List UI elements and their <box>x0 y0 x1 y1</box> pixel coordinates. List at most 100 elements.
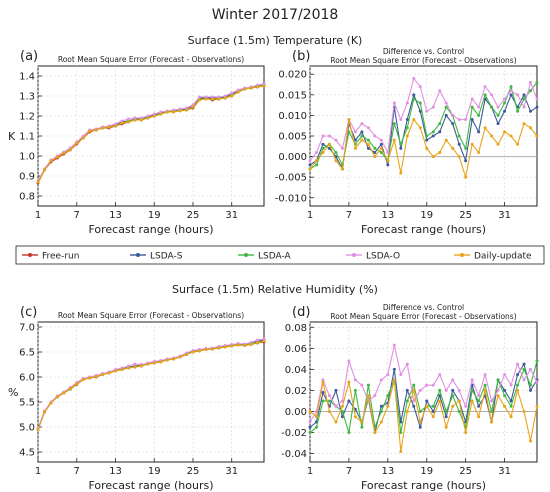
data-point-lsda-o <box>126 117 130 121</box>
data-point-daily-update <box>431 415 435 419</box>
data-point-daily-update <box>126 120 130 124</box>
data-point-lsda-a <box>418 101 422 105</box>
y-tick-label: 1.1 <box>19 132 35 143</box>
series-line-lsda-a <box>309 360 538 433</box>
data-point-lsda-o <box>438 373 442 377</box>
data-point-daily-update <box>62 391 66 395</box>
data-point-lsda-a <box>496 113 500 117</box>
data-point-lsda-s <box>457 142 461 146</box>
data-point-daily-update <box>139 118 143 122</box>
data-point-lsda-o <box>522 378 526 382</box>
x-tick-label: 7 <box>346 210 352 221</box>
data-point-lsda-s <box>308 425 312 429</box>
data-point-lsda-o <box>509 383 513 387</box>
data-point-lsda-s <box>412 93 416 97</box>
data-point-lsda-s <box>529 388 533 392</box>
data-point-lsda-a <box>379 150 383 154</box>
data-point-daily-update <box>464 431 468 435</box>
data-point-lsda-s <box>496 122 500 126</box>
data-point-lsda-s <box>386 163 390 167</box>
figure-title: Winter 2017/2018 <box>212 7 339 23</box>
x-axis-label: Forecast range (hours) <box>88 223 213 236</box>
data-point-lsda-a <box>457 134 461 138</box>
data-point-lsda-o <box>399 373 403 377</box>
data-point-lsda-o <box>392 343 396 347</box>
data-point-lsda-o <box>457 118 461 122</box>
data-point-daily-update <box>262 84 266 88</box>
data-point-daily-update <box>516 142 520 146</box>
data-point-lsda-a <box>464 146 468 150</box>
data-point-lsda-o <box>457 388 461 392</box>
data-point-lsda-a <box>373 146 377 150</box>
data-point-daily-update <box>386 404 390 408</box>
data-point-lsda-a <box>334 150 338 154</box>
data-point-daily-update <box>243 87 247 91</box>
data-point-daily-update <box>379 420 383 424</box>
x-tick-label: 25 <box>459 466 472 477</box>
data-point-daily-update <box>133 118 137 122</box>
data-point-lsda-o <box>496 388 500 392</box>
data-point-lsda-o <box>529 367 533 371</box>
data-point-lsda-a <box>457 409 461 413</box>
data-point-daily-update <box>81 136 85 140</box>
data-point-daily-update <box>217 97 221 101</box>
data-point-lsda-o <box>496 105 500 109</box>
x-tick-label: 19 <box>420 210 433 221</box>
data-point-daily-update <box>412 118 416 122</box>
data-point-daily-update <box>490 134 494 138</box>
data-point-lsda-s <box>347 399 351 403</box>
data-point-lsda-a <box>314 163 318 167</box>
data-point-daily-update <box>230 94 234 98</box>
data-point-lsda-o <box>360 383 364 387</box>
data-point-daily-update <box>353 146 357 150</box>
data-point-daily-update <box>204 97 208 101</box>
y-tick-label: 0.010 <box>278 111 307 122</box>
data-point-daily-update <box>327 409 331 413</box>
data-point-daily-update <box>509 134 513 138</box>
data-point-daily-update <box>55 395 59 399</box>
data-point-daily-update <box>68 148 72 152</box>
data-point-lsda-s <box>431 134 435 138</box>
y-tick-label: 1.4 <box>19 72 35 83</box>
data-point-lsda-o <box>516 362 520 366</box>
data-point-daily-update <box>386 159 390 163</box>
data-point-daily-update <box>217 346 221 350</box>
data-point-lsda-s <box>464 159 468 163</box>
y-tick-label: -0.04 <box>281 449 307 460</box>
data-point-daily-update <box>405 409 409 413</box>
data-point-lsda-o <box>503 97 507 101</box>
y-tick-label: 0.9 <box>19 172 35 183</box>
data-point-daily-update <box>347 118 351 122</box>
y-tick-label: 4.5 <box>19 448 35 459</box>
data-point-daily-update <box>308 409 312 413</box>
y-tick-label: 0.00 <box>285 407 307 418</box>
data-point-lsda-o <box>431 383 435 387</box>
series-line-daily-update <box>309 118 538 178</box>
x-tick-label: 1 <box>35 210 41 221</box>
data-point-daily-update <box>165 110 169 114</box>
data-point-lsda-o <box>444 388 448 392</box>
x-tick-label: 13 <box>381 466 394 477</box>
data-point-daily-update <box>159 112 163 116</box>
data-point-lsda-o <box>431 105 435 109</box>
data-point-daily-update <box>457 399 461 403</box>
y-tick-label: 0.005 <box>278 132 307 143</box>
data-point-daily-update <box>321 380 325 384</box>
panel-label: (d) <box>292 305 310 320</box>
panel-title: Difference vs. Control <box>383 47 464 56</box>
panel-label: (c) <box>20 305 37 320</box>
data-point-lsda-s <box>509 399 513 403</box>
legend-marker-lsda-o <box>352 253 356 257</box>
data-point-daily-update <box>236 90 240 94</box>
data-point-lsda-o <box>477 394 481 398</box>
x-tick-label: 7 <box>74 466 80 477</box>
panel-label: (b) <box>292 49 310 64</box>
data-point-lsda-s <box>392 367 396 371</box>
data-point-daily-update <box>399 171 403 175</box>
data-point-lsda-o <box>470 97 474 101</box>
data-point-daily-update <box>522 122 526 126</box>
data-point-daily-update <box>314 159 318 163</box>
y-tick-label: 5.0 <box>19 423 35 434</box>
data-point-daily-update <box>399 449 403 453</box>
